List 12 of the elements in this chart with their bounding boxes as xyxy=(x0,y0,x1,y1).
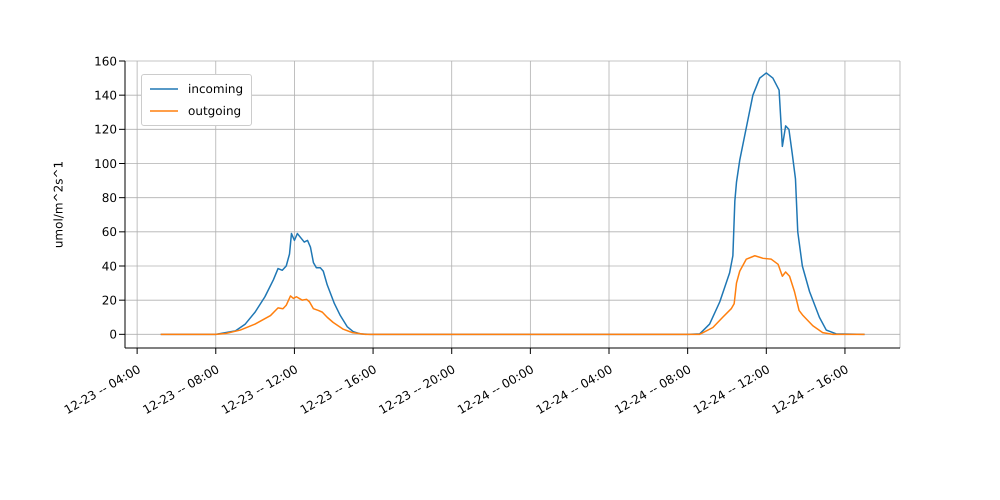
y-tick-label: 40 xyxy=(102,259,117,274)
y-tick-label: 80 xyxy=(102,190,117,205)
y-tick-label: 0 xyxy=(109,328,117,342)
y-tick-label: 140 xyxy=(94,88,117,102)
y-tick-label: 120 xyxy=(94,122,117,137)
y-axis-title: umol/m^2s^1 xyxy=(51,160,66,248)
legend-label: incoming xyxy=(188,82,244,96)
y-tick-label: 100 xyxy=(94,156,117,171)
y-tick-label: 160 xyxy=(94,54,117,68)
legend-label: outgoing xyxy=(188,104,242,118)
y-tick-label: 20 xyxy=(102,293,117,308)
y-tick-label: 60 xyxy=(102,225,117,240)
